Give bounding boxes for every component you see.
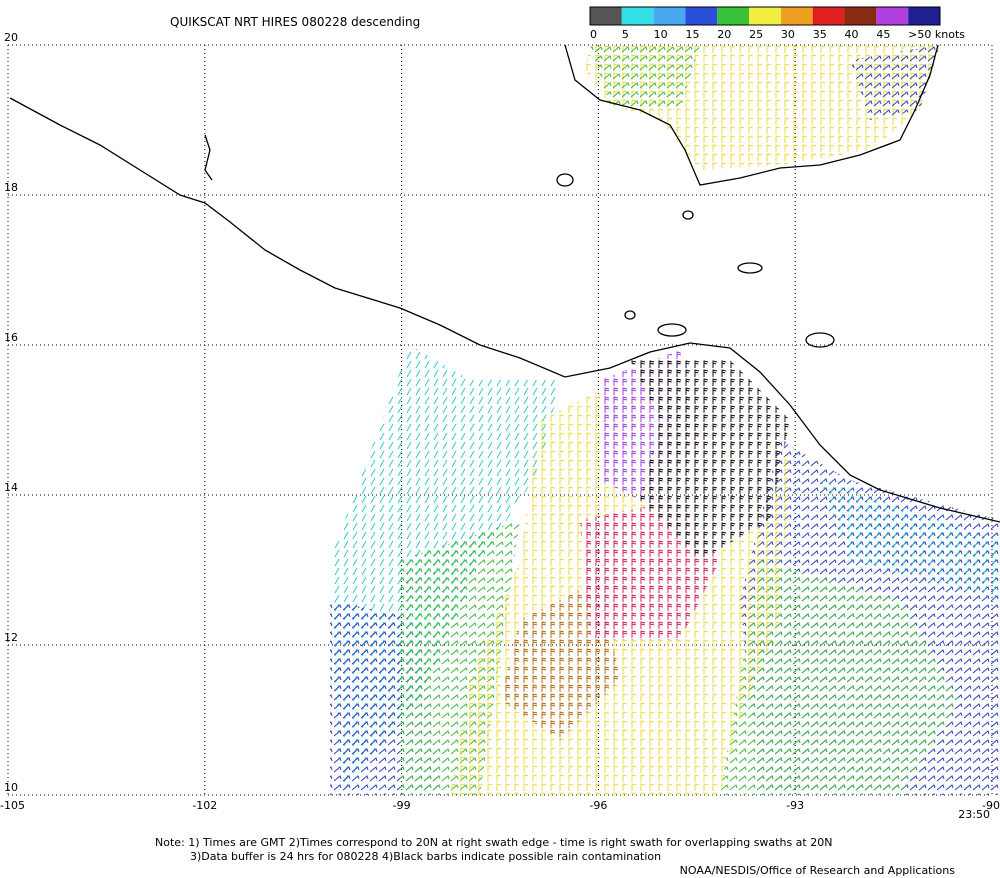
island	[657, 323, 687, 337]
colorbar-swatch	[590, 7, 622, 25]
colorbar-frame	[589, 6, 941, 26]
colorbar-label: 30	[781, 28, 795, 41]
colorbar-label: 5	[622, 28, 629, 41]
lat-tick-label: 10	[4, 781, 18, 794]
colorbar-swatch	[844, 7, 877, 25]
barb-region	[590, 45, 700, 110]
barb-region	[630, 360, 790, 560]
lat-tick-label: 14	[4, 481, 18, 494]
island	[682, 210, 694, 220]
colorbar-swatch	[812, 7, 845, 25]
colorbar-swatch	[908, 7, 940, 25]
colorbar-swatch	[653, 7, 686, 25]
note-line: NOAA/NESDIS/Office of Research and Appli…	[680, 864, 956, 877]
colorbar-swatch	[621, 7, 654, 25]
wind-barb-field	[330, 45, 1000, 795]
lat-tick-label: 12	[4, 631, 18, 644]
colorbar-swatch	[685, 7, 718, 25]
lon-tick-label: -105	[0, 799, 25, 812]
lat-tick-label: 18	[4, 181, 18, 194]
barb-region	[820, 480, 1000, 600]
colorbar-label: 35	[813, 28, 827, 41]
colorbar-label: >50 knots	[908, 28, 965, 41]
island	[737, 262, 763, 274]
colorbar-label: 20	[717, 28, 731, 41]
colorbar-label: 45	[876, 28, 890, 41]
barb-region	[850, 45, 940, 120]
colorbar-label: 15	[685, 28, 699, 41]
island	[805, 332, 835, 348]
lat-tick-label: 16	[4, 331, 18, 344]
colorbar-label: 10	[654, 28, 668, 41]
map-title: QUIKSCAT NRT HIRES 080228 descending	[170, 15, 420, 29]
colorbar-swatch	[749, 7, 781, 25]
lat-tick-label: 20	[4, 31, 18, 44]
coastline-path	[9, 97, 1000, 523]
colorbar-label: 25	[749, 28, 763, 41]
colorbar-swatch	[780, 7, 813, 25]
colorbar: 0 5 10 15 20 25 30 35 40 45 >50 knots	[589, 6, 965, 41]
lon-tick-label: -96	[589, 799, 607, 812]
colorbar-label: 0	[590, 28, 597, 41]
time-label: 23:50	[958, 808, 990, 821]
colorbar-label: 40	[845, 28, 859, 41]
island	[624, 310, 636, 320]
island	[204, 134, 213, 181]
coastline-path	[564, 44, 939, 186]
lon-tick-label: -93	[786, 799, 804, 812]
colorbar-swatch	[717, 7, 750, 25]
note-line: 3)Data buffer is 24 hrs for 080228 4)Bla…	[190, 850, 661, 863]
note-line: Note: 1) Times are GMT 2)Times correspon…	[155, 836, 832, 849]
lon-tick-label: -99	[393, 799, 411, 812]
colorbar-swatch	[876, 7, 909, 25]
island	[556, 173, 574, 187]
lon-tick-label: -90	[982, 799, 1000, 812]
lon-tick-label: -102	[192, 799, 217, 812]
coastline	[9, 44, 1000, 523]
